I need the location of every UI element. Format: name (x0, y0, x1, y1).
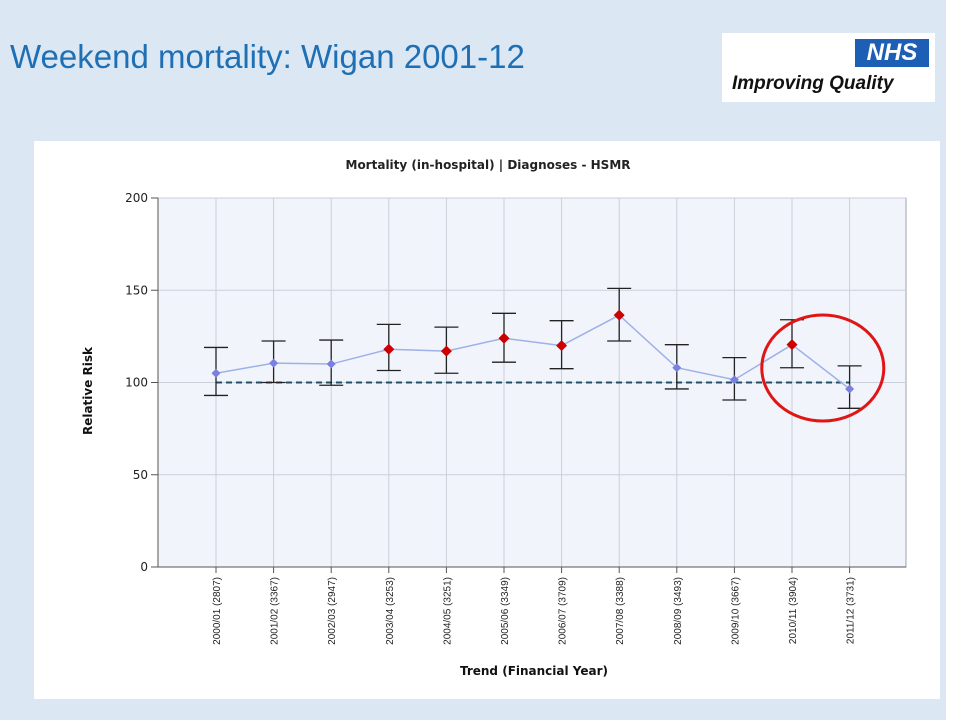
x-tick-label: 2005/06 (3349) (500, 577, 511, 645)
x-tick-label: 2011/12 (3731) (846, 577, 857, 644)
marker-high (498, 332, 510, 344)
x-axis-label: Trend (Financial Year) (460, 664, 608, 678)
y-tick-label: 0 (140, 560, 148, 574)
y-tick-label: 50 (133, 468, 148, 482)
marker-high (786, 339, 798, 351)
x-tick-label: 2001/02 (3367) (270, 577, 281, 645)
y-axis-label: Relative Risk (81, 346, 95, 435)
marker-high (383, 343, 395, 355)
x-tick-label: 2007/08 (3388) (615, 577, 626, 645)
x-tick-label: 2006/07 (3709) (558, 577, 569, 645)
marker-normal (211, 368, 221, 378)
x-tick-label: 2010/11 (3904) (788, 577, 799, 644)
y-tick-label: 150 (125, 283, 148, 297)
nhs-logo: NHS Improving Quality (722, 33, 935, 102)
marker-high (613, 309, 625, 321)
x-tick-label: 2004/05 (3251) (442, 577, 453, 645)
x-tick-label: 2009/10 (3667) (730, 577, 741, 645)
marker-high (556, 340, 568, 352)
marker-normal (845, 384, 855, 394)
marker-normal (729, 375, 739, 385)
chart-title: Mortality (in-hospital) | Diagnoses - HS… (346, 158, 631, 172)
hsmr-chart: Mortality (in-hospital) | Diagnoses - HS… (81, 158, 907, 678)
series-line (215, 314, 851, 390)
decorative-stripe (946, 0, 960, 720)
chart-panel: Mortality (in-hospital) | Diagnoses - HS… (34, 141, 940, 699)
marker-high (440, 345, 452, 357)
nhs-badge: NHS (855, 39, 929, 67)
x-tick-label: 2002/03 (2947) (327, 577, 338, 645)
y-tick-label: 100 (125, 376, 148, 390)
x-tick-label: 2008/09 (3493) (673, 577, 684, 645)
marker-normal (326, 359, 336, 369)
x-tick-label: 2003/04 (3253) (385, 577, 396, 645)
marker-normal (672, 363, 682, 373)
x-tick-label: 2000/01 (2807) (212, 577, 223, 645)
nhs-tagline: Improving Quality (732, 73, 894, 94)
marker-normal (269, 358, 279, 368)
y-tick-label: 200 (125, 191, 148, 205)
slide-title: Weekend mortality: Wigan 2001-12 (10, 38, 525, 75)
highlight-circle (760, 313, 886, 423)
